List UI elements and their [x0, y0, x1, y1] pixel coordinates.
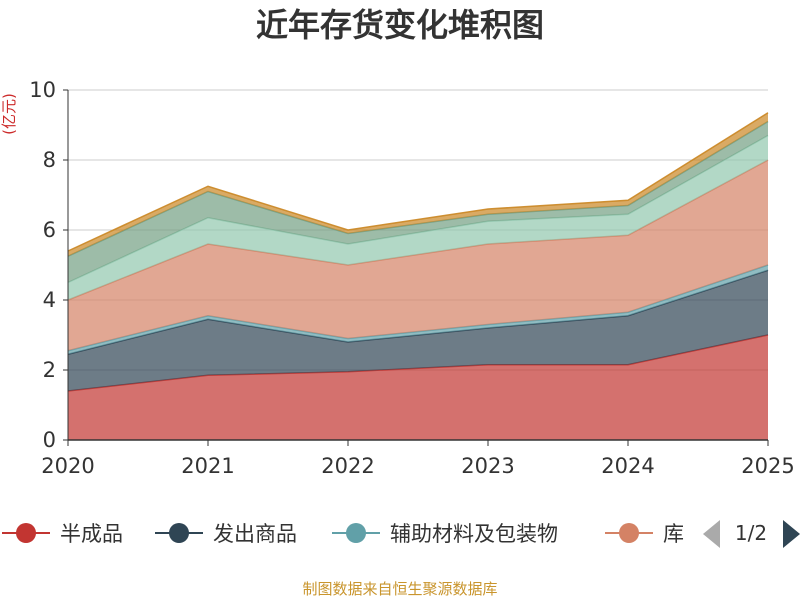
area-series-4	[68, 160, 768, 351]
x-tick-label: 2024	[601, 454, 654, 478]
legend-marker-icon	[346, 523, 366, 543]
x-tick-label: 2025	[741, 454, 794, 478]
area-series-7-edge	[67, 112, 769, 252]
legend-marker-icon	[169, 523, 189, 543]
triangle-left-icon[interactable]	[703, 520, 720, 548]
x-tick-label: 2023	[461, 454, 514, 478]
y-axis-label: (亿元)	[0, 93, 18, 135]
triangle-right-icon[interactable]	[783, 520, 800, 548]
legend: 半成品 发出商品 辅助材料及包装物 库 1/2	[2, 520, 800, 548]
x-tick-label: 2021	[181, 454, 234, 478]
axes: 0 2 4 6 8 10 2020 2021 2022 2023 2024 2025	[29, 78, 794, 478]
y-tick-label: 0	[43, 428, 56, 452]
area-series-2	[68, 270, 768, 391]
source-note: 制图数据来自恒生聚源数据库	[302, 580, 497, 598]
legend-marker-icon	[16, 523, 36, 543]
legend-marker-icon	[619, 523, 639, 543]
y-tick-label: 10	[29, 78, 56, 102]
y-tick-label: 4	[43, 288, 56, 312]
legend-item[interactable]: 库	[605, 522, 684, 546]
area-series-6	[68, 121, 768, 283]
y-tick-label: 8	[43, 148, 56, 172]
y-tick-label: 6	[43, 218, 56, 242]
legend-label: 发出商品	[213, 522, 297, 546]
area-series	[67, 112, 769, 440]
legend-label: 半成品	[60, 522, 123, 546]
y-tick-label: 2	[43, 358, 56, 382]
legend-label: 辅助材料及包装物	[390, 522, 558, 546]
x-tick-label: 2022	[321, 454, 374, 478]
legend-item[interactable]: 半成品	[2, 522, 123, 546]
legend-item[interactable]: 发出商品	[155, 522, 297, 546]
legend-label: 库	[663, 522, 684, 546]
legend-item[interactable]: 辅助材料及包装物	[332, 522, 558, 546]
x-tick-label: 2020	[41, 454, 94, 478]
legend-page-indicator: 1/2	[735, 521, 767, 545]
chart-title: 近年存货变化堆积图	[256, 6, 544, 44]
area-series-1	[68, 335, 768, 440]
